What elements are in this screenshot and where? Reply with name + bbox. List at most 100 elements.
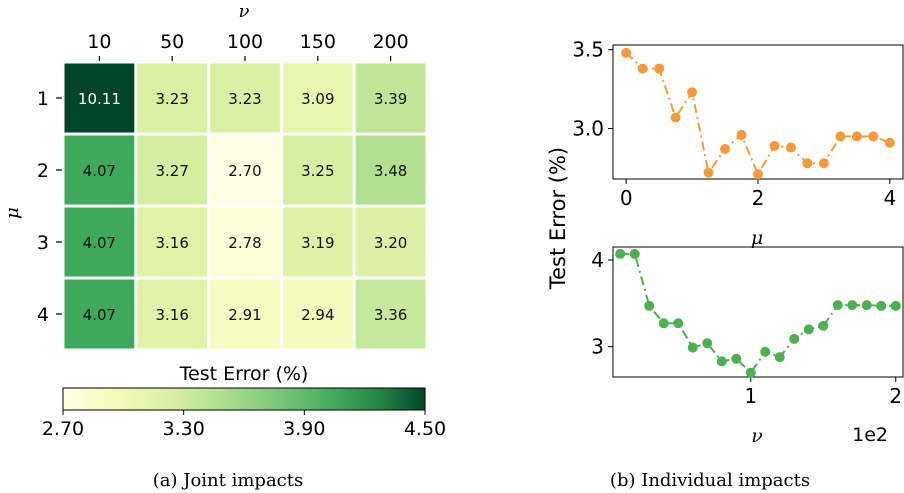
heatmap-cell xyxy=(282,135,353,205)
mu-data-point xyxy=(884,137,895,148)
nu-data-point xyxy=(818,320,829,331)
heatmap-cell xyxy=(282,207,353,277)
heatmap-cell-label: 4.07 xyxy=(83,162,116,180)
nu-data-point xyxy=(789,333,800,344)
heatmap-x-tick-label: 10 xyxy=(87,31,111,53)
nu-data-point xyxy=(760,346,771,357)
nu-data-point xyxy=(774,352,785,363)
heatmap-cell-label: 3.27 xyxy=(155,162,188,180)
mu-data-point xyxy=(687,87,698,98)
colorbar-tick-label: 3.30 xyxy=(163,418,205,440)
heatmap-cell-label: 3.16 xyxy=(155,306,188,324)
heatmap-cell xyxy=(355,207,426,277)
heatmap-y-tick-label: 1 xyxy=(37,88,49,110)
heatmap-cell xyxy=(137,63,208,133)
nu-y-tick-label: 4 xyxy=(591,248,604,272)
line-plots-panel: Test Error (%) 0 2 4 3.0 3.5 1 2 3 4 μ ν 1e2 xyxy=(546,38,904,447)
heatmap-cell-label: 3.19 xyxy=(301,234,334,252)
mu-data-point xyxy=(736,129,747,140)
caption-b: (b) Individual impacts xyxy=(610,470,810,491)
colorbar-label: Test Error (%) xyxy=(179,363,309,385)
heatmap-cell-label: 3.25 xyxy=(301,162,334,180)
mu-x-tick-label: 2 xyxy=(752,186,765,210)
heatmap-x-ticks: 10 50 100 150 200 xyxy=(87,31,409,61)
heatmap-cell xyxy=(282,279,353,349)
heatmap-cell xyxy=(355,135,426,205)
mu-x-tick-label: 0 xyxy=(620,186,633,210)
nu-x-tick-label: 1 xyxy=(744,384,757,408)
heatmap-cell-label: 3.09 xyxy=(301,90,334,108)
mu-data-point xyxy=(835,131,846,142)
heatmap-cell xyxy=(210,135,280,205)
heatmap-cell xyxy=(137,207,208,277)
mu-data-point xyxy=(785,142,796,153)
heatmap-cell-label: 3.20 xyxy=(374,234,407,252)
heatmap-cell xyxy=(210,279,280,349)
mu-data-point xyxy=(769,140,780,151)
heatmap-cell xyxy=(282,63,353,133)
heatmap-cell xyxy=(64,279,135,349)
heatmap-cell-label: 4.07 xyxy=(83,234,116,252)
heatmap-panel: 10.11 3.23 3.23 3.09 3.39 4.07 3.27 2.70 3.25 3.4… xyxy=(2,1,426,349)
mu-data-point xyxy=(851,131,862,142)
nu-data-point xyxy=(745,367,756,378)
heatmap-cell xyxy=(64,207,135,277)
mu-subplot: 0 2 4 3.0 3.5 xyxy=(572,38,904,210)
heatmap-cell xyxy=(64,135,135,205)
mu-data-point xyxy=(621,47,632,58)
nu-data-point xyxy=(644,300,655,311)
heatmap-cell-label: 3.16 xyxy=(155,234,188,252)
heatmap-cell xyxy=(210,63,280,133)
nu-data-point xyxy=(847,300,858,311)
nu-data-point xyxy=(687,342,698,353)
nu-data-point xyxy=(731,353,742,364)
mu-data-point xyxy=(703,167,714,178)
nu-subplot-frame xyxy=(612,246,904,378)
heatmap-cell-label: 3.23 xyxy=(228,90,261,108)
nu-data-point xyxy=(803,324,814,335)
heatmap-cell xyxy=(355,279,426,349)
heatmap-cell-label: 10.11 xyxy=(78,90,121,108)
heatmap-cell xyxy=(137,135,208,205)
mu-series-line xyxy=(625,52,891,177)
heatmap-cell-label: 3.39 xyxy=(374,90,407,108)
nu-data-point xyxy=(658,318,669,329)
heatmap-cells: 10.11 3.23 3.23 3.09 3.39 4.07 3.27 2.70 3.25 3.4… xyxy=(64,63,426,349)
mu-y-tick-label: 3.5 xyxy=(572,38,604,62)
mu-data-point xyxy=(637,63,648,74)
nu-data-point xyxy=(832,300,843,311)
heatmap-x-tick-label: 200 xyxy=(372,31,408,53)
nu-data-point xyxy=(615,248,626,259)
heatmap-x-tick-label: 150 xyxy=(300,31,336,53)
line-plots-y-axis-label: Test Error (%) xyxy=(546,147,570,290)
heatmap-cell-label: 2.94 xyxy=(301,306,334,324)
nu-data-point xyxy=(702,338,713,349)
heatmap-cell-label: 3.23 xyxy=(155,90,188,108)
colorbar-tick-label: 4.50 xyxy=(404,418,446,440)
heatmap-x-tick-label: 50 xyxy=(160,31,184,53)
nu-subplot: 1 2 3 4 xyxy=(591,246,904,408)
heatmap-cell-label: 2.70 xyxy=(228,162,261,180)
colorbar-tick-label: 3.90 xyxy=(283,418,325,440)
mu-data-point xyxy=(670,112,681,123)
mu-data-point xyxy=(753,169,763,180)
heatmap-cell-label: 4.07 xyxy=(83,306,116,324)
nu-data-point xyxy=(673,318,684,329)
heatmap-cell xyxy=(210,207,280,277)
heatmap-cell-label: 2.78 xyxy=(228,234,261,252)
heatmap-y-tick-label: 3 xyxy=(37,232,49,254)
colorbar-tick-label: 2.70 xyxy=(42,418,84,440)
nu-data-point xyxy=(876,300,887,311)
nu-subplot-x-axis-label: ν xyxy=(751,425,763,447)
heatmap-cell-label: 2.91 xyxy=(228,306,261,324)
heatmap-cell-label: 3.48 xyxy=(374,162,407,180)
mu-data-point xyxy=(818,158,829,169)
heatmap-y-ticks: 1 2 3 4 xyxy=(37,88,62,326)
heatmap-x-axis-label: ν xyxy=(239,1,250,22)
heatmap-x-tick-label: 100 xyxy=(227,31,263,53)
heatmap-y-axis-label: μ xyxy=(2,207,23,219)
nu-data-point xyxy=(890,300,901,311)
colorbar-gradient xyxy=(62,387,426,411)
heatmap-cell xyxy=(64,63,135,133)
